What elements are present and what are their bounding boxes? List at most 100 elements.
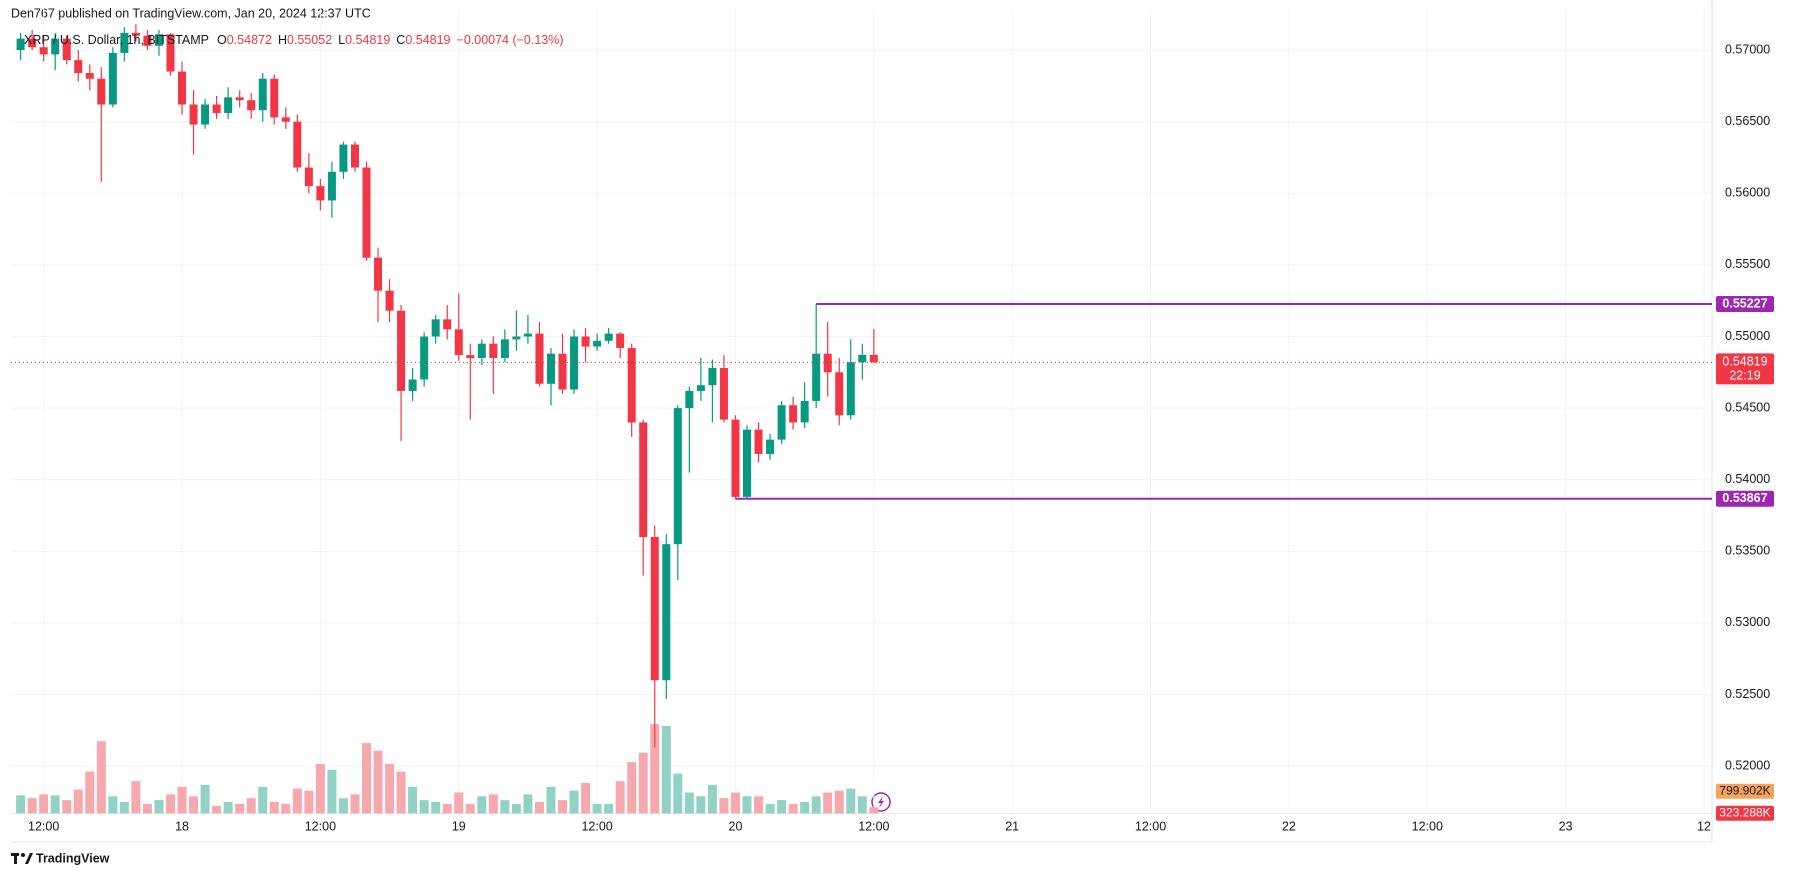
volume-bar (834, 790, 844, 814)
y-tick-label: 0.52500 (1725, 687, 1770, 701)
candle-body (673, 408, 682, 545)
candle-body (189, 104, 198, 125)
volume-bar (581, 783, 591, 814)
candle-body (523, 333, 532, 337)
candle-body (800, 400, 809, 423)
volume-bar (742, 796, 752, 814)
candle-body (708, 368, 717, 386)
x-tick-label: 12:00 (28, 819, 59, 833)
level-tag (1716, 295, 1774, 312)
x-tick-label: 21 (1005, 819, 1019, 833)
candle-body (28, 38, 37, 48)
volume-bar (604, 803, 614, 814)
legend-key: C (396, 33, 405, 47)
volume-bar (488, 794, 498, 814)
volume-bar (108, 796, 118, 814)
volume-bar (73, 789, 83, 814)
volume-bar (638, 752, 648, 814)
volume-bar (754, 796, 764, 814)
volume-bar (558, 800, 568, 814)
lightning-icon (871, 792, 891, 812)
y-tick-label: 0.54000 (1725, 472, 1770, 486)
volume-bar (777, 800, 787, 814)
candle-body (696, 385, 705, 391)
level-tag-label: 0.53867 (1722, 491, 1767, 505)
volume-bar (823, 792, 833, 814)
volume-bar (431, 802, 441, 814)
candle-body (604, 333, 613, 341)
candle-body (85, 72, 94, 79)
candle-body (685, 390, 694, 409)
legend-symbol: XRP / U.S. Dollar, 1h, BITSTAMP (24, 33, 209, 47)
level-tag-label: 0.55227 (1722, 296, 1767, 310)
volume-bar (385, 764, 395, 814)
candle-body (212, 104, 221, 114)
legend-value: 0.54819 (405, 33, 450, 47)
x-tick-label: 18 (175, 819, 189, 833)
candle-body (397, 310, 406, 391)
candle-body (466, 355, 475, 358)
y-tick-label: 0.56000 (1725, 186, 1770, 200)
x-tick-label: 22 (1282, 819, 1296, 833)
candle-body (431, 319, 440, 337)
header: Den767 published on TradingView.com, Jan… (11, 6, 371, 20)
volume-bar (131, 781, 141, 814)
candle-body (385, 290, 394, 311)
candle-body (477, 343, 486, 358)
candle-body (143, 35, 152, 46)
volume-bar (569, 790, 579, 814)
volume-bar (85, 771, 95, 814)
candle-body (454, 329, 463, 356)
candle-body (731, 419, 740, 497)
x-tick-label: 12:00 (1412, 819, 1443, 833)
volume-bar (212, 805, 222, 814)
candle-body (593, 340, 602, 347)
candle-body (500, 339, 509, 358)
volume-bar (189, 796, 199, 814)
candle-body (201, 104, 210, 125)
candle-body (408, 379, 417, 391)
legend-key: O (217, 33, 227, 47)
volume-bar (177, 786, 187, 814)
volume-bar (615, 781, 625, 814)
candle-body (742, 429, 751, 497)
candle-body (304, 167, 313, 187)
volume-bar (454, 792, 464, 814)
candle-body (120, 32, 129, 53)
volume-bar (534, 802, 544, 814)
volume-bar (846, 788, 856, 814)
volume-bar (338, 798, 348, 814)
x-tick-label: 12:00 (305, 819, 336, 833)
candles (16, 24, 878, 748)
candle-body (719, 368, 728, 420)
volume-bar (661, 726, 671, 814)
volume-bar (408, 786, 418, 814)
volume-bar (27, 798, 37, 814)
x-tick-label: 23 (1559, 819, 1573, 833)
candle-body (535, 333, 544, 384)
candle-body (489, 343, 498, 358)
volume-bar (292, 788, 302, 814)
volume-bar (235, 803, 245, 814)
candle-body (362, 167, 371, 258)
volume-bar (673, 773, 683, 814)
x-tick-label: 20 (729, 819, 743, 833)
volume-bar (788, 803, 798, 814)
y-tick-label: 0.55500 (1725, 257, 1770, 271)
candle-body (178, 71, 187, 105)
candle-body (754, 429, 763, 454)
legend-value: 0.55052 (287, 33, 332, 47)
candle-body (846, 362, 855, 416)
candle-body (812, 353, 821, 401)
candle-body (235, 97, 244, 101)
volume-bar (696, 796, 706, 814)
candle-body (789, 405, 798, 423)
level-tag (1716, 490, 1774, 507)
candle-body (62, 38, 71, 61)
volume-bar (546, 786, 556, 814)
candle-body (650, 537, 659, 681)
volume-bar (142, 803, 152, 814)
volume-bar (869, 807, 879, 814)
candle-body (835, 372, 844, 416)
volume-bar (165, 794, 175, 814)
